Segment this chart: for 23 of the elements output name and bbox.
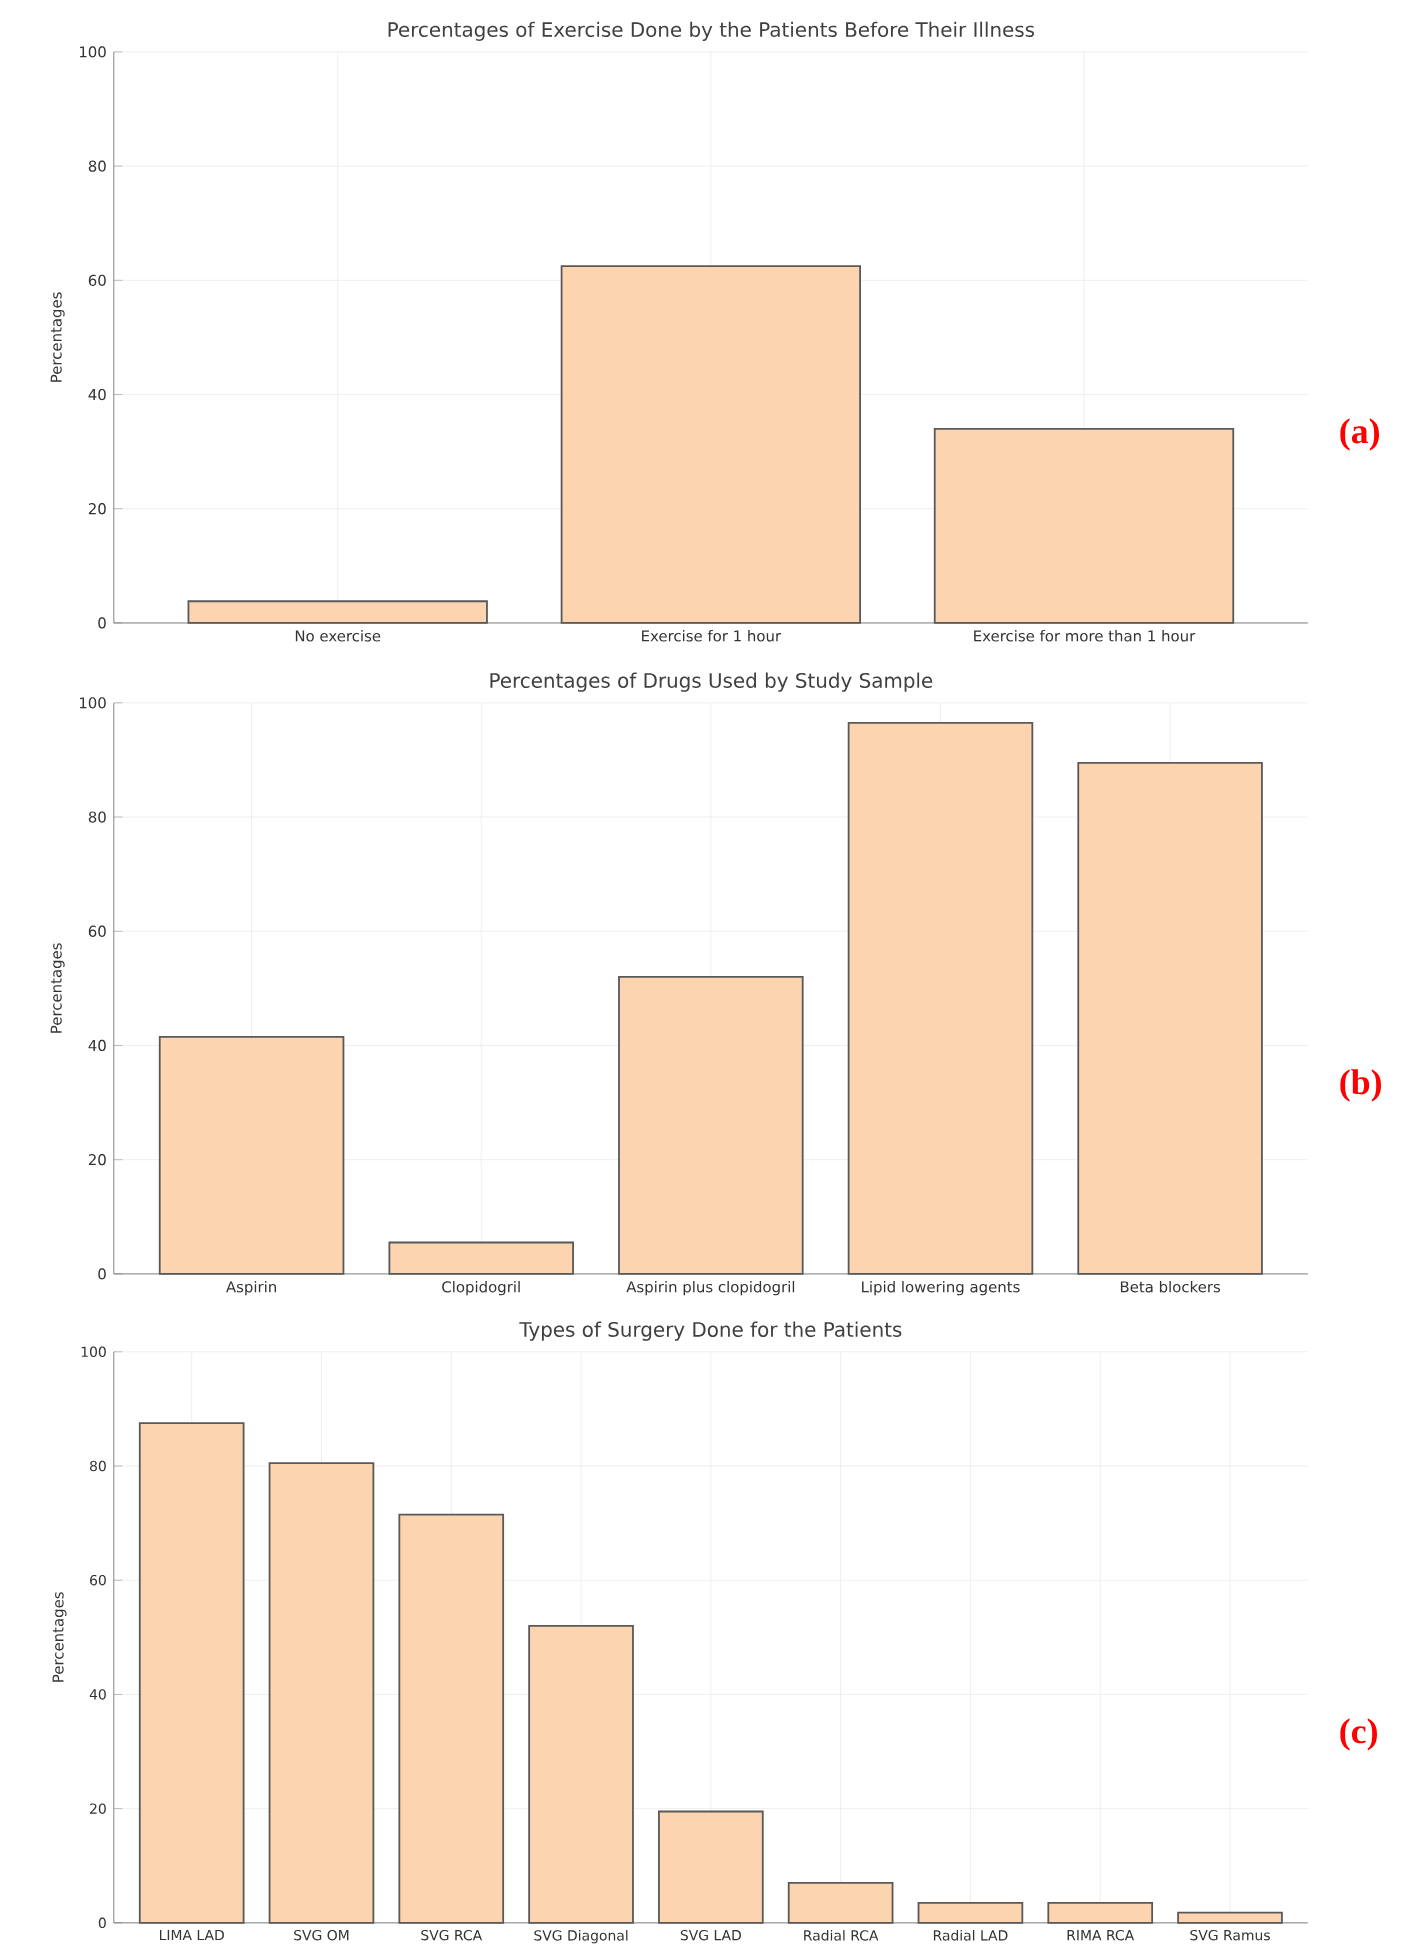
chart-title: Percentages of Drugs Used by Study Sample <box>490 672 933 692</box>
bar <box>933 427 1235 624</box>
bar <box>268 1462 375 1924</box>
bar <box>398 1513 505 1924</box>
bar <box>1077 761 1264 1275</box>
bar <box>658 1810 764 1924</box>
bar <box>159 1036 345 1275</box>
chart-title: Percentages of Exercise Done by the Patients Before Their Illness <box>388 21 1035 41</box>
chart-title: Types of Surgery Done for the Patients <box>519 1321 902 1341</box>
bar <box>388 1241 575 1275</box>
text: (b) <box>1340 1069 1382 1102</box>
bar <box>139 1422 245 1924</box>
text: (c) <box>1340 1718 1378 1751</box>
bar <box>917 1901 1024 1924</box>
bar <box>787 1881 894 1924</box>
bar <box>618 976 804 1275</box>
bar <box>1177 1911 1283 1924</box>
bar <box>847 721 1034 1275</box>
bar <box>560 265 862 624</box>
bar <box>1047 1901 1154 1924</box>
bar <box>187 600 489 624</box>
text: (a) <box>1340 418 1380 451</box>
bar <box>528 1625 635 1924</box>
